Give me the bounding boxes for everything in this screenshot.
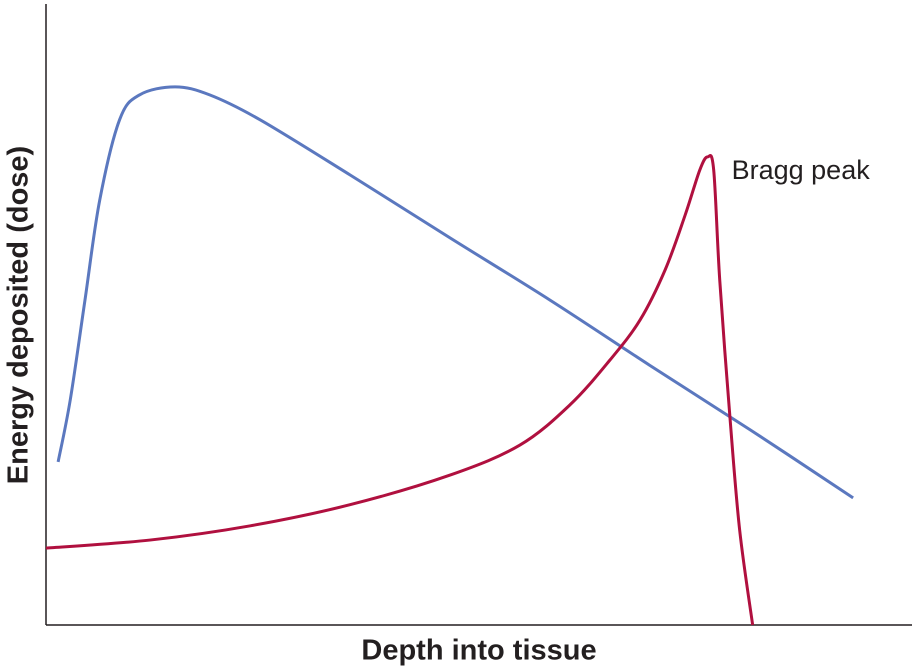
data-line bbox=[56, 85, 854, 500]
data-line bbox=[45, 154, 755, 626]
y-axis-label: Energy deposited (dose) bbox=[3, 146, 35, 484]
x-axis-label: Depth into tissue bbox=[361, 635, 596, 667]
annotation: Bragg peak bbox=[732, 155, 871, 185]
